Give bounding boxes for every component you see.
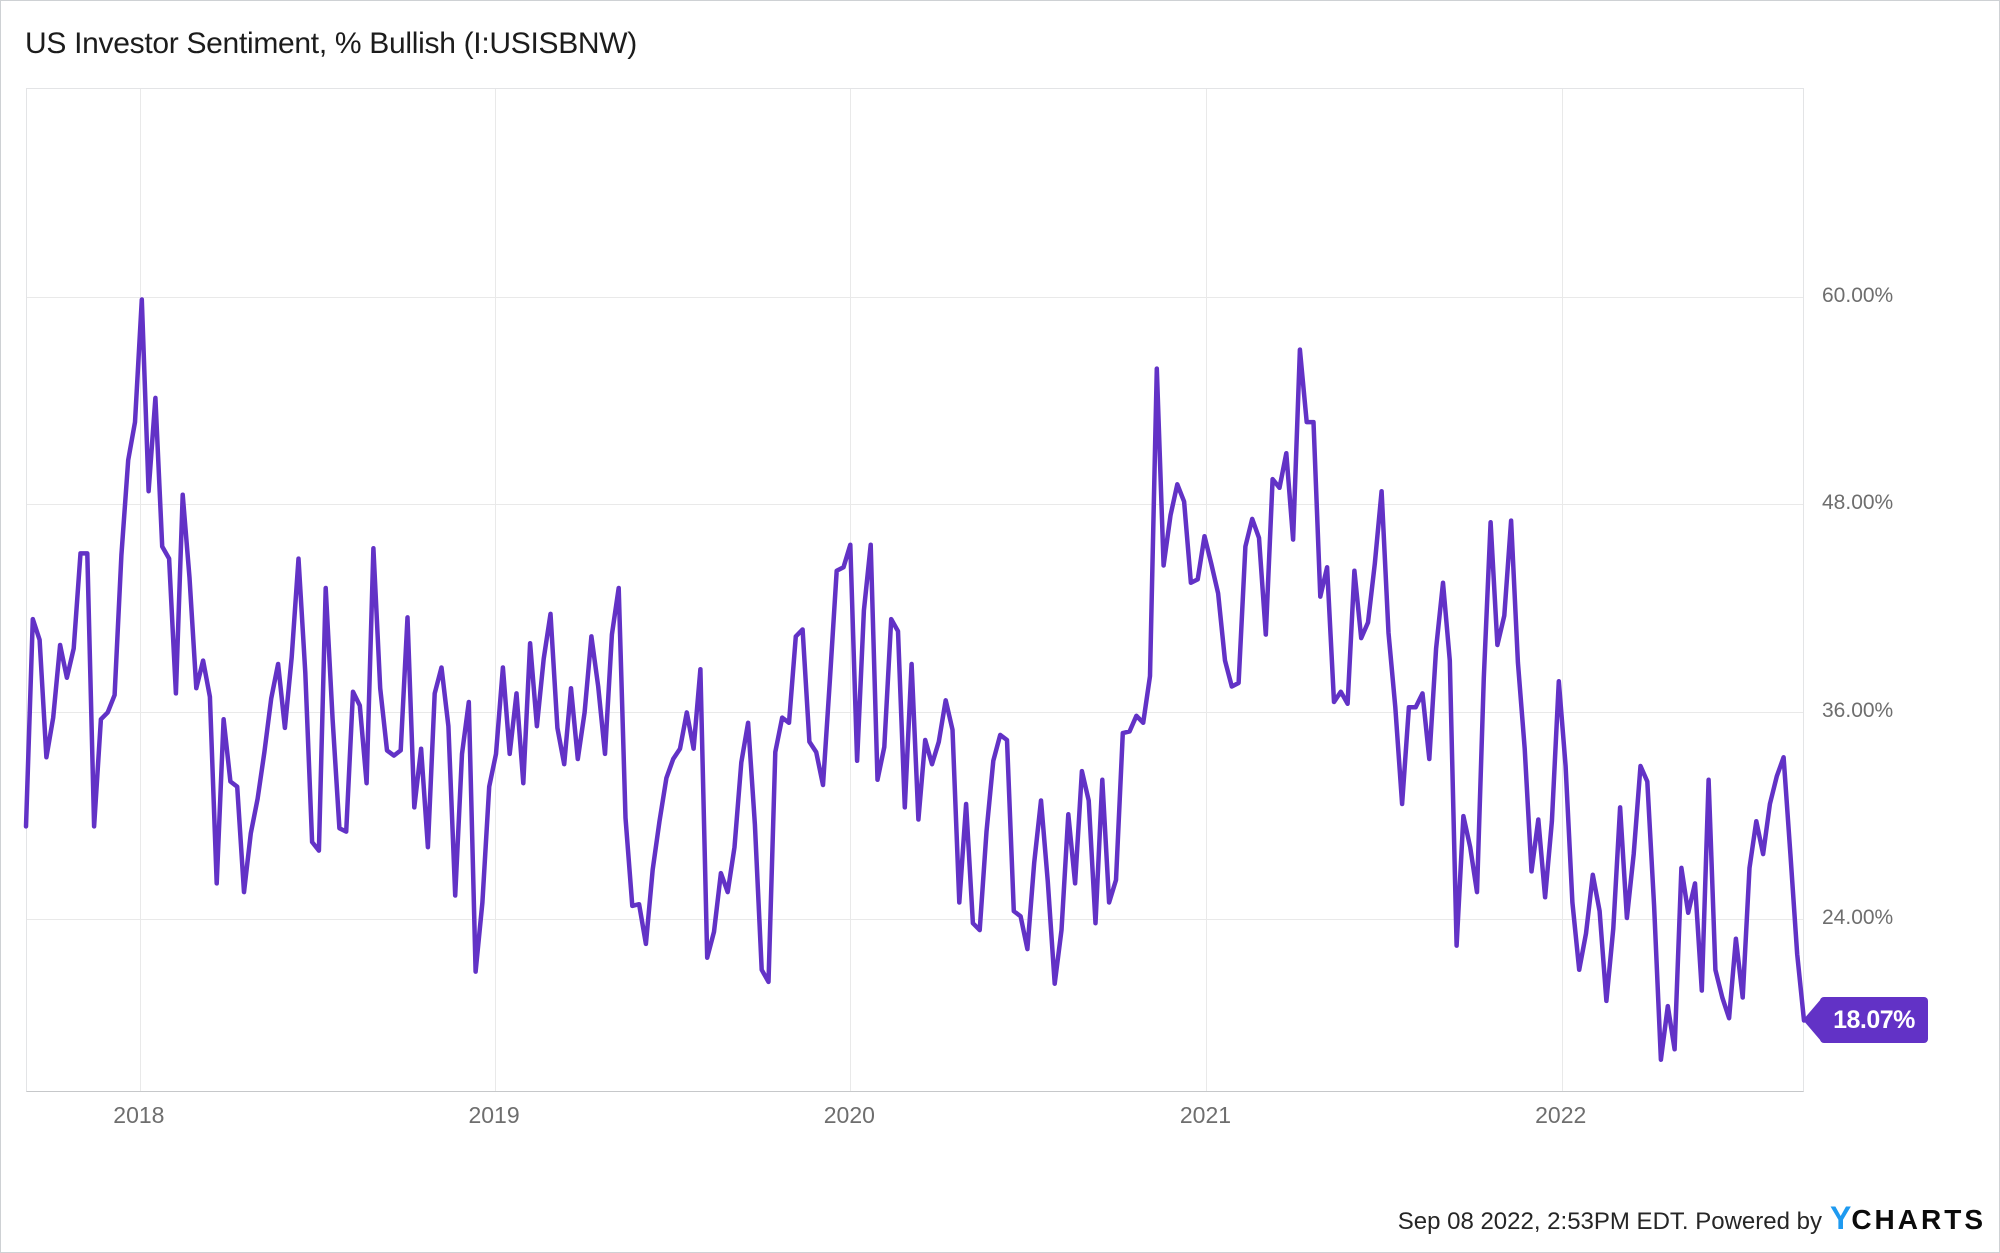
last-value-label: 18.07%: [1833, 1005, 1915, 1034]
x-tick-label: 2021: [1179, 1102, 1232, 1128]
y-tick-label: 60.00%: [1822, 284, 1894, 307]
v-gridline-2018: [139, 89, 141, 1091]
x-tick-label: 2022: [1535, 1102, 1587, 1128]
x-tick-label: 2019: [468, 1102, 520, 1128]
badge-arrow-icon: [1803, 999, 1821, 1042]
sentiment-line-series: [23, 297, 1807, 1062]
v-gridline-2019: [495, 89, 497, 1091]
h-gridline-60: [27, 297, 1803, 298]
y-tick-label: 48.00%: [1822, 491, 1894, 515]
ycharts-logo-charts: CHARTS: [1851, 1204, 1986, 1235]
last-value-badge: 18.07%: [1803, 997, 1928, 1044]
x-tick-label: 2018: [113, 1102, 165, 1128]
timestamp-attribution: Sep 08 2022, 2:53PM EDT. Powered by: [1397, 1208, 1822, 1235]
chart-title: US Investor Sentiment, % Bullish (I:USIS…: [25, 27, 637, 60]
ycharts-logo-y: Y: [1829, 1200, 1852, 1236]
footer: Sep 08 2022, 2:53PM EDT. Powered by Y CHA…: [1398, 1200, 1986, 1237]
h-gridline-24: [27, 919, 1803, 920]
ycharts-logo: Y CHARTS: [1830, 1200, 1986, 1237]
v-gridline-2021: [1206, 89, 1208, 1091]
h-gridline-48: [27, 504, 1803, 506]
y-tick-label: 36.00%: [1822, 698, 1894, 722]
x-tick-label: 2020: [823, 1102, 875, 1128]
v-gridline-2022: [1561, 89, 1563, 1091]
y-tick-label: 24.00%: [1822, 906, 1894, 929]
